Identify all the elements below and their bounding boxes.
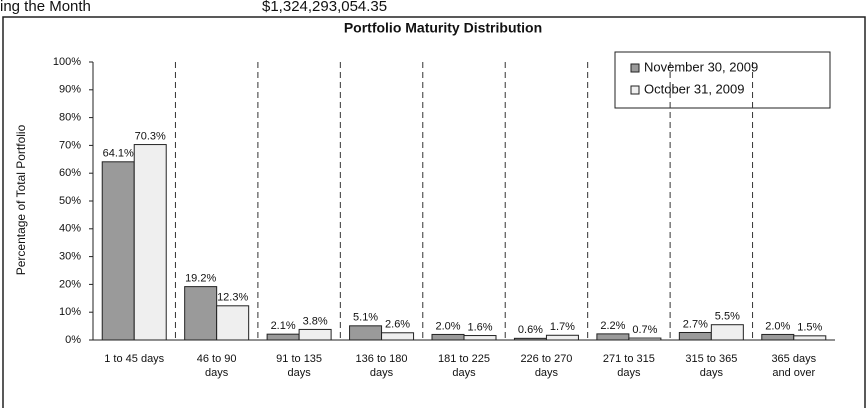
x-tick-label: 365 days and over — [771, 353, 817, 379]
data-label: 1.7% — [550, 321, 575, 333]
data-label: 2.6% — [385, 319, 410, 331]
bar — [298, 328, 332, 341]
y-tick-label: 30% — [59, 251, 81, 263]
y-tick-label: 10% — [59, 306, 81, 318]
legend-swatch — [630, 85, 640, 95]
data-label: 1.6% — [467, 321, 492, 333]
x-tick-label: 91 to 135 days — [276, 353, 323, 379]
x-tick-label: 1 to 45 days — [104, 353, 165, 365]
legend-box — [614, 51, 831, 109]
bar — [381, 332, 415, 341]
bar — [184, 286, 218, 341]
data-label: 2.0% — [435, 320, 460, 332]
x-tick-label: 315 to 365 days — [685, 353, 738, 379]
bar — [710, 324, 744, 341]
data-label: 70.3% — [135, 130, 166, 142]
data-label: 2.1% — [271, 320, 296, 332]
y-tick-label: 70% — [59, 139, 81, 151]
data-label: 0.6% — [518, 324, 543, 336]
header-left: ing the Month — [0, 0, 91, 15]
y-tick-label: 90% — [59, 84, 81, 96]
legend-label: October 31, 2009 — [644, 81, 744, 96]
bar — [513, 337, 547, 341]
bar — [596, 333, 630, 341]
y-tick-label: 20% — [59, 278, 81, 290]
header-right: $1,324,293,054.35 — [262, 0, 387, 15]
bar — [793, 335, 827, 341]
bar — [545, 334, 579, 341]
x-tick-label: 271 to 315 days — [602, 353, 655, 379]
data-label: 2.0% — [765, 320, 790, 332]
bar — [678, 331, 712, 341]
bar — [101, 161, 135, 341]
data-label: 0.7% — [632, 324, 657, 336]
data-label: 2.7% — [683, 318, 708, 330]
bar — [133, 144, 167, 341]
data-label: 19.2% — [185, 273, 216, 285]
y-tick-label: 40% — [59, 223, 81, 235]
y-tick-label: 100% — [53, 56, 81, 68]
bar — [761, 333, 795, 341]
chart-title: Portfolio Maturity Distribution — [344, 20, 542, 36]
legend-label: November 30, 2009 — [644, 59, 758, 74]
data-label: 12.3% — [217, 292, 248, 304]
x-tick-label: 181 to 225 days — [438, 353, 490, 379]
data-label: 2.2% — [600, 320, 625, 332]
chart-frame — [2, 16, 866, 408]
y-tick-label: 0% — [65, 334, 81, 346]
data-label: 1.5% — [797, 322, 822, 334]
x-tick-label: 226 to 270 days — [520, 353, 573, 379]
data-label: 3.8% — [303, 315, 328, 327]
bar — [628, 337, 662, 341]
x-tick-label: 46 to 90 days — [196, 353, 237, 379]
data-label: 5.5% — [715, 311, 740, 323]
y-tick-label: 80% — [59, 112, 81, 124]
bar — [216, 305, 250, 341]
bar — [463, 335, 497, 341]
y-axis-label: Percentage of Total Portfolio — [14, 124, 28, 275]
y-tick-label: 50% — [59, 195, 81, 207]
bar — [266, 333, 300, 341]
legend-swatch — [630, 63, 640, 73]
y-tick-label: 60% — [59, 167, 81, 179]
bar — [431, 333, 465, 341]
data-label: 5.1% — [353, 312, 378, 324]
x-tick-label: 136 to 180 days — [355, 353, 408, 379]
bar — [349, 325, 383, 341]
data-label: 64.1% — [103, 148, 134, 160]
